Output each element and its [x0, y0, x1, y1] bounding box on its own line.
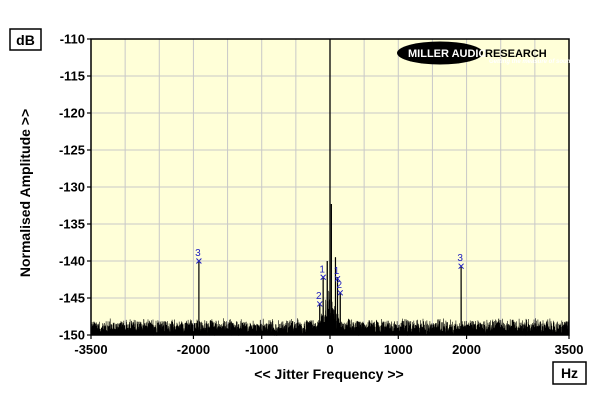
peak-marker-label: 2: [316, 291, 322, 302]
y-unit-label: dB: [16, 32, 35, 48]
x-tick-label: -3500: [74, 342, 107, 357]
y-axis-ticks: -110 -115 -120 -125 -130 -135 -140 -145 -150: [59, 32, 91, 343]
x-unit-box: Hz: [552, 361, 587, 385]
peak-marker-cross: [316, 301, 323, 307]
y-tick-label: -145: [59, 291, 85, 306]
x-tick-label: -2000: [177, 342, 210, 357]
x-axis-title: << Jitter Frequency >>: [254, 366, 403, 382]
peak-marker-cross: [458, 263, 464, 270]
y-tick-label: -150: [59, 328, 85, 343]
peak-marker-label: 3: [457, 253, 463, 264]
peak-marker-label: 1: [319, 264, 325, 275]
peak-marker-cross: [320, 274, 327, 281]
y-tick-label: -110: [60, 32, 85, 47]
peak-marker-label: 1: [334, 266, 340, 277]
peak-marker-cross: [334, 275, 341, 282]
peak-marker-label: 3: [195, 248, 201, 259]
y-unit-box: dB: [9, 28, 42, 51]
peak-marker: 3: [195, 248, 202, 264]
peak-marker-label: 2: [336, 280, 342, 291]
peak-marker: 2: [316, 291, 323, 307]
peak-marker-cross: [337, 289, 344, 296]
x-tick-label: 0: [326, 342, 333, 357]
y-tick-label: -130: [59, 180, 85, 195]
peak-marker: 2: [336, 280, 344, 296]
x-tick-label: 1000: [384, 342, 413, 357]
peak-marker: 1: [319, 264, 327, 281]
x-unit-label: Hz: [561, 365, 578, 381]
y-tick-label: -120: [59, 106, 85, 121]
peak-marker: 1: [334, 266, 341, 282]
x-tick-label: 3500: [555, 342, 584, 357]
x-tick-label: -1000: [245, 342, 278, 357]
x-axis-ticks: -3500 -2000 -1000 0 1000 2000 3500: [74, 335, 583, 357]
peak-marker: 3: [457, 253, 464, 270]
logo-name-suffix: RESEARCH: [485, 48, 547, 60]
y-tick-label: -135: [59, 217, 85, 232]
y-tick-label: -140: [59, 254, 85, 269]
miller-audio-research-logo: MILLER AUDIO RESEARCH Getting the measur…: [397, 41, 596, 65]
peak-marker-cross: [196, 258, 202, 264]
spectrum-trace: [90, 39, 570, 336]
logo-tagline: Getting the measure of sound quality: [489, 59, 596, 65]
y-tick-label: -125: [59, 143, 85, 158]
y-axis-title: Normalised Amplitude >>: [17, 109, 33, 277]
y-tick-label: -115: [60, 69, 85, 84]
logo-name: MILLER AUDIO: [408, 48, 487, 60]
x-tick-label: 2000: [452, 342, 481, 357]
